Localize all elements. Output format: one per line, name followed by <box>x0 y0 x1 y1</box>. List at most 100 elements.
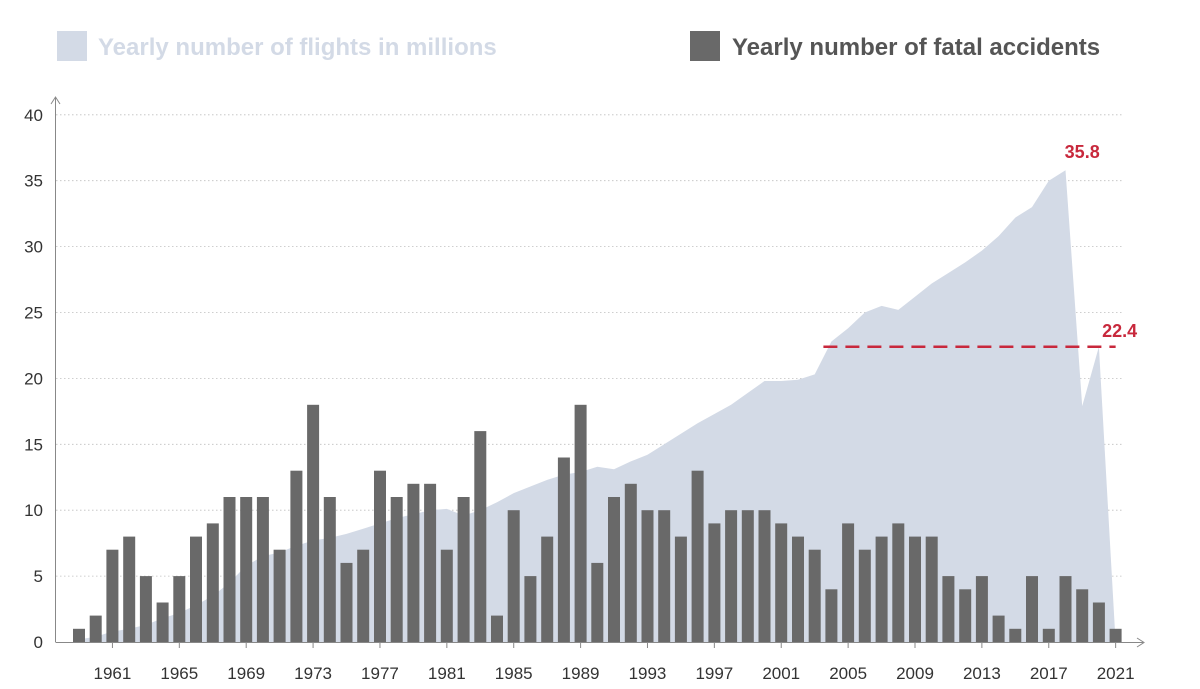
bar-1964 <box>156 602 169 642</box>
x-tick-2005: 2005 <box>829 664 867 683</box>
bar-2016 <box>1026 576 1038 642</box>
axes <box>50 96 1145 648</box>
bar-1996 <box>691 470 704 642</box>
annotation-current-label: 22.4 <box>1102 321 1137 341</box>
bar-2019 <box>1076 589 1089 642</box>
bar-1971 <box>273 549 286 642</box>
bar-1995 <box>674 536 687 642</box>
legend-swatch-accidents <box>690 31 720 61</box>
bar-1977 <box>374 470 386 642</box>
bar-1993 <box>641 510 654 642</box>
x-tick-2021: 2021 <box>1097 664 1135 683</box>
x-tick-1965: 1965 <box>160 664 198 683</box>
bar-2020 <box>1092 602 1105 642</box>
bar-1980 <box>424 483 437 642</box>
flights-area-layer <box>79 170 1116 642</box>
legend-label-accidents: Yearly number of fatal accidents <box>732 34 1100 61</box>
bar-1963 <box>139 576 152 642</box>
bar-2018 <box>1059 576 1072 642</box>
bar-1982 <box>457 497 470 642</box>
bar-2013 <box>975 576 988 642</box>
bar-1986 <box>524 576 537 642</box>
bar-1990 <box>591 562 604 642</box>
bar-2003 <box>808 549 821 642</box>
bar-1985 <box>507 510 520 642</box>
bar-1973 <box>307 404 320 642</box>
x-tick-1993: 1993 <box>629 664 667 683</box>
bar-2012 <box>959 589 972 642</box>
x-tick-2017: 2017 <box>1030 664 1068 683</box>
accident-bars <box>73 404 1122 642</box>
bar-1967 <box>206 523 219 642</box>
y-tick-40: 40 <box>24 106 43 125</box>
bar-1998 <box>725 510 738 642</box>
bar-1965 <box>173 576 186 642</box>
x-tick-1997: 1997 <box>695 664 733 683</box>
bar-1959 <box>73 628 85 642</box>
bar-1978 <box>390 497 403 642</box>
bar-1976 <box>357 549 370 642</box>
legend-label-flights: Yearly number of flights in millions <box>98 34 497 61</box>
bar-2002 <box>792 536 804 642</box>
y-tick-25: 25 <box>24 304 43 323</box>
x-tick-1981: 1981 <box>428 664 466 683</box>
bar-1981 <box>440 549 453 642</box>
y-tick-15: 15 <box>24 435 43 454</box>
bar-1984 <box>491 615 503 642</box>
x-tick-1961: 1961 <box>94 664 132 683</box>
bar-2014 <box>992 615 1005 642</box>
bar-2004 <box>825 589 838 642</box>
bar-1970 <box>256 497 269 642</box>
bar-1991 <box>608 497 620 642</box>
bar-1989 <box>574 404 587 642</box>
legend: Yearly number of flights in millions Yea… <box>57 31 1100 61</box>
bar-1992 <box>624 483 637 642</box>
bar-1997 <box>708 523 721 642</box>
x-tick-1989: 1989 <box>562 664 600 683</box>
y-tick-30: 30 <box>24 238 43 257</box>
bar-1988 <box>557 457 570 642</box>
y-tick-0: 0 <box>34 633 43 652</box>
bar-1968 <box>223 497 236 642</box>
x-tick-labels: 1961 1965 1969 1973 1977 1981 1985 1989 1993 1997… <box>94 642 1135 683</box>
legend-swatch-flights <box>57 31 87 61</box>
flights-area <box>79 170 1116 642</box>
y-tick-labels: 0 5 10 15 20 25 30 35 40 <box>24 106 43 652</box>
x-tick-2001: 2001 <box>762 664 800 683</box>
y-tick-5: 5 <box>34 567 43 586</box>
bar-1983 <box>474 431 487 642</box>
annotations: 35.8 22.4 <box>823 142 1137 349</box>
bar-2008 <box>892 523 905 642</box>
bar-2001 <box>775 523 788 642</box>
y-tick-10: 10 <box>24 501 43 520</box>
bar-1975 <box>340 562 353 642</box>
y-tick-35: 35 <box>24 172 43 191</box>
bar-1960 <box>89 615 102 642</box>
bar-1979 <box>407 483 420 642</box>
bar-1966 <box>190 536 202 642</box>
bar-1987 <box>541 536 554 642</box>
bar-1961 <box>106 549 119 642</box>
bar-2015 <box>1009 628 1022 642</box>
bar-1999 <box>741 510 754 642</box>
bar-2009 <box>909 536 921 642</box>
bar-1994 <box>658 510 671 642</box>
bar-2017 <box>1042 628 1055 642</box>
y-tick-20: 20 <box>24 369 43 388</box>
annotation-peak-label: 35.8 <box>1065 142 1100 162</box>
x-tick-2009: 2009 <box>896 664 934 683</box>
bar-1972 <box>290 470 303 642</box>
bar-1974 <box>323 497 336 642</box>
y-axis-arrow <box>50 96 61 105</box>
bar-2005 <box>842 523 855 642</box>
bar-2007 <box>875 536 888 642</box>
bar-1962 <box>123 536 136 642</box>
x-tick-1969: 1969 <box>227 664 265 683</box>
x-tick-1977: 1977 <box>361 664 399 683</box>
x-tick-1973: 1973 <box>294 664 332 683</box>
x-tick-1985: 1985 <box>495 664 533 683</box>
x-tick-2013: 2013 <box>963 664 1001 683</box>
bar-2000 <box>758 510 771 642</box>
bar-2010 <box>925 536 938 642</box>
